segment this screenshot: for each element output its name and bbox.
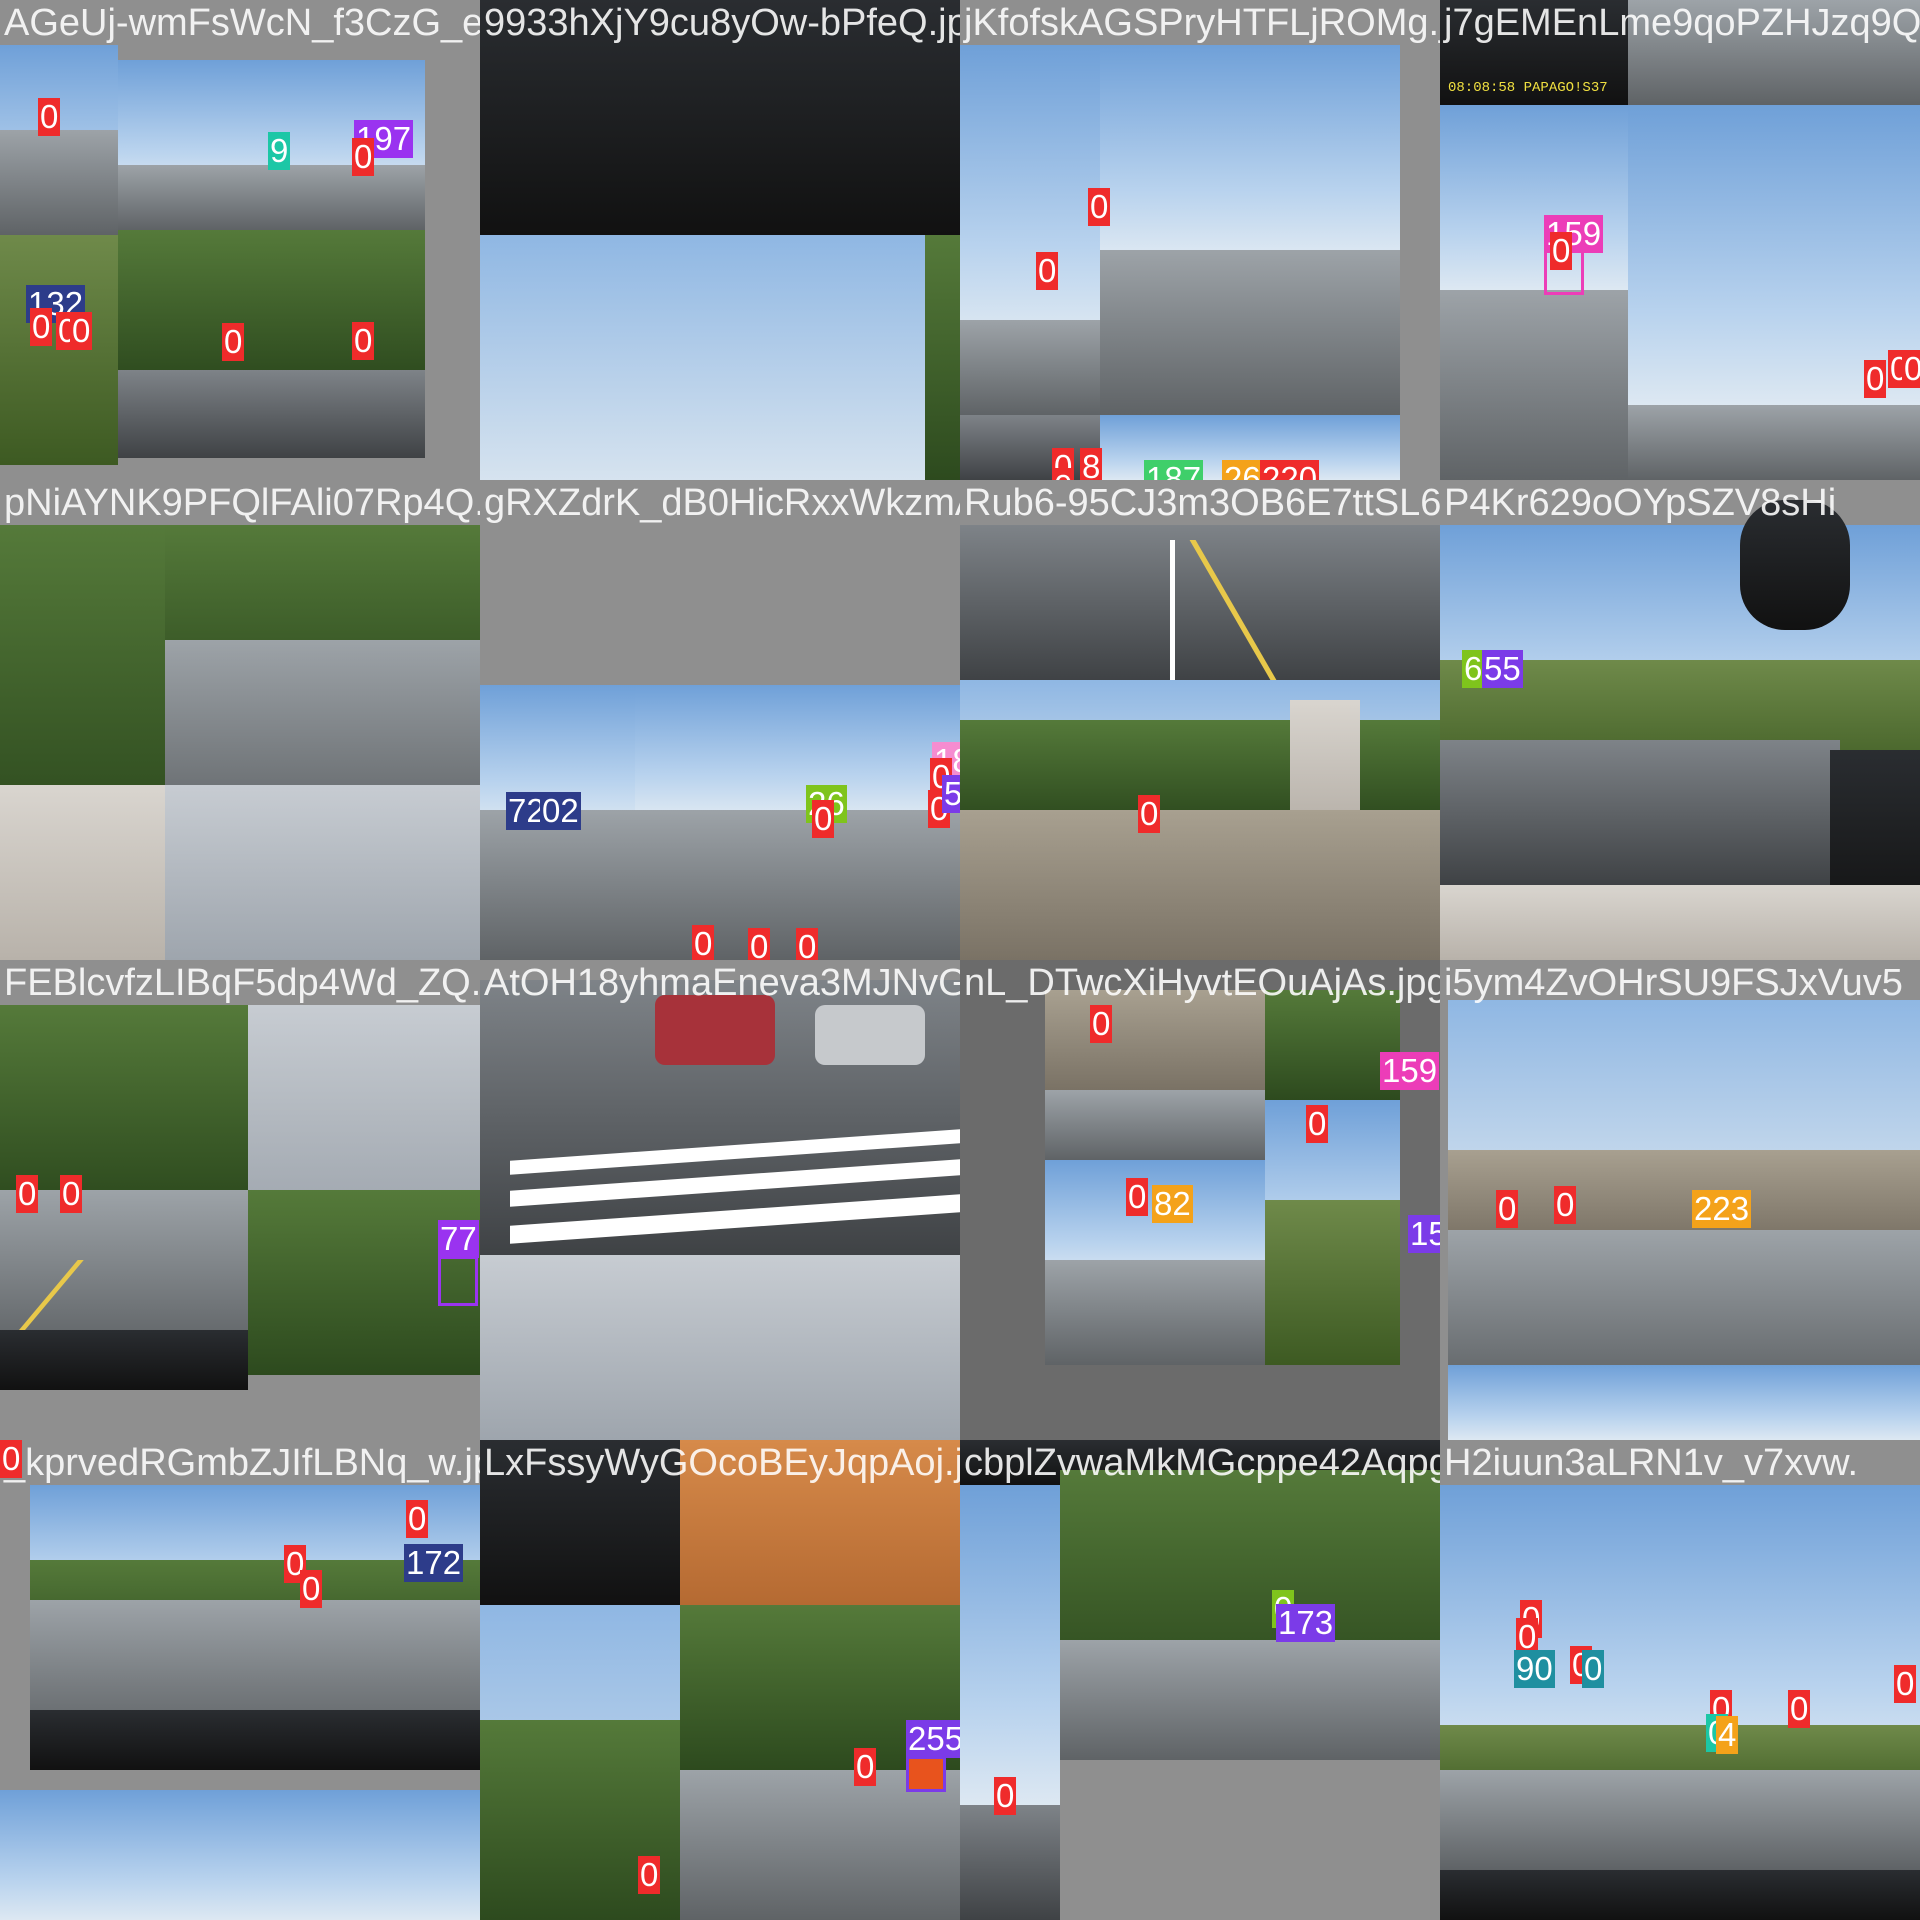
detection-label: 0 — [1788, 1690, 1811, 1728]
tile-title: H2iuun3aLRN1v_v7xvw. — [1444, 1442, 1859, 1484]
tile-8: P4Kr629oOYpSZV8sHi 6 55 — [1440, 480, 1920, 960]
tile-13: _kprvedRGmbZJIfLBNq_w.jpg 0 0 0 0 172 — [0, 1440, 480, 1920]
detection-label: 0 — [1894, 1665, 1917, 1703]
tile-title: gRXZdrK_dB0HicRxxWkzmA.jpg — [484, 482, 960, 524]
detection-label: 187 — [1144, 460, 1204, 480]
detection-label: 0 — [1126, 1178, 1149, 1216]
detection-label: 0 — [1496, 1190, 1519, 1228]
detection-label: 72 — [506, 792, 547, 830]
detection-label: 0 — [1088, 188, 1111, 226]
detection-label: 0 — [1052, 468, 1075, 480]
detection-label: 159 — [1380, 1052, 1440, 1090]
tile-11: nL_DTwcXiHyvtEOuAjAs.jpg 0 159 0 0 82 15 — [960, 960, 1440, 1440]
detection-label: 0 — [30, 308, 53, 346]
detection-label: 0 — [406, 1500, 429, 1538]
tile-title: jKfofskAGSPryHTFLjROMg.jpg — [964, 2, 1440, 44]
detection-label: 0 — [0, 1440, 23, 1478]
tile-16: H2iuun3aLRN1v_v7xvw. 0 0 90 0 0 0 0 0 0 … — [1440, 1440, 1920, 1920]
detection-label: 0 — [1582, 1650, 1605, 1688]
detection-label: 77 — [438, 1220, 479, 1258]
detection-label: 4 — [1716, 1716, 1739, 1754]
detection-label: 0 — [38, 98, 61, 136]
tile-title: FEBlcvfzLIBqF5dp4Wd_ZQ.jpg — [4, 962, 480, 1004]
detection-label: 0 — [352, 322, 375, 360]
detection-label: 90 — [1514, 1650, 1555, 1688]
tile-7: Rub6-95CJ3m3OB6E7ttSL6w.jpg 0 — [960, 480, 1440, 960]
detection-box — [438, 1256, 478, 1306]
detection-label: 0 — [1090, 1005, 1113, 1043]
tile-5: pNiAYNK9PFQlFAli07Rp4Q.jpg — [0, 480, 480, 960]
detection-label: 223 — [1692, 1190, 1752, 1228]
detection-label: 0 — [854, 1748, 877, 1786]
detection-label: 172 — [404, 1544, 464, 1582]
tile-title: _kprvedRGmbZJIfLBNq_w.jpg — [4, 1442, 480, 1484]
detection-label: 0 — [60, 1175, 83, 1213]
detection-label: 0 — [638, 1856, 661, 1894]
detection-label: 02 — [540, 792, 581, 830]
tile-3: jKfofskAGSPryHTFLjROMg.jpg 0 0 187 26 22… — [960, 0, 1440, 480]
detection-label: 0 — [1306, 1105, 1329, 1143]
tile-title: pNiAYNK9PFQlFAli07Rp4Q.jpg — [4, 482, 480, 524]
detection-label: 0 — [1138, 795, 1161, 833]
detection-label: 5 — [942, 775, 960, 813]
detection-label: 8 — [1080, 448, 1103, 480]
detection-label: 26 — [1222, 460, 1263, 480]
tile-9: FEBlcvfzLIBqF5dp4Wd_ZQ.jpg 0 0 77 — [0, 960, 480, 1440]
detection-label: 0 — [748, 928, 771, 960]
detection-label: 0 — [222, 323, 245, 361]
detection-box — [906, 1756, 946, 1792]
detection-label: 15 — [1408, 1215, 1440, 1253]
detection-label: 0 — [1516, 1618, 1539, 1656]
detection-label: 0 — [692, 925, 715, 960]
detection-label: 6 — [1462, 650, 1485, 688]
detection-label: 159 — [1544, 215, 1604, 253]
detection-label: 173 — [1276, 1604, 1336, 1642]
detection-label: 0 — [1550, 232, 1573, 270]
detection-label: 0 — [70, 312, 93, 350]
detection-label: 0 — [1554, 1186, 1577, 1224]
tile-6: gRXZdrK_dB0HicRxxWkzmA.jpg 72 02 26 0 18… — [480, 480, 960, 960]
detection-label: 0 — [994, 1777, 1017, 1815]
tile-2: 9933hXjY9cu8yOw-bPfeQ.jpg — [480, 0, 960, 480]
tile-1: AGeUj-wmFsWcN_f3CzG_eAR.jpg 0 9 197 0 13… — [0, 0, 480, 480]
tile-12: i5ym4ZvOHrSU9FSJxVuv5 0 0 223 — [1440, 960, 1920, 1440]
tile-title: Rub6-95CJ3m3OB6E7ttSL6w.jpg — [964, 482, 1440, 524]
detection-label: 0 — [796, 928, 819, 960]
detection-label: 0 — [1902, 350, 1920, 388]
detection-label: 9 — [268, 132, 291, 170]
tile-10: AtOH18yhmaEneva3MJNvGw74.jpg — [480, 960, 960, 1440]
detection-label: 82 — [1152, 1185, 1193, 1223]
detection-label: 55 — [1482, 650, 1523, 688]
detection-label: 220 — [1260, 460, 1320, 480]
detection-label: 0 — [812, 800, 835, 838]
tile-15: cbplZvwaMkMGcppe42Aqpg 0 173 0 — [960, 1440, 1440, 1920]
tile-title: AGeUj-wmFsWcN_f3CzG_eAR.jpg — [4, 2, 480, 44]
detection-label: 255 — [906, 1720, 960, 1758]
detection-label: 0 — [16, 1175, 39, 1213]
detection-label: 0 — [1864, 360, 1887, 398]
tile-14: LxFssyWyGOcoBEyJqpAoj.jpg 0 255 0 — [480, 1440, 960, 1920]
detection-label: 0 — [352, 138, 375, 176]
detection-label: 0 — [300, 1570, 323, 1608]
detection-label: 0 — [1036, 252, 1059, 290]
tile-4: j7gEMEnLme9qoPZHJzq9Q.jpg 08:08:58 PAPAG… — [1440, 0, 1920, 480]
dashcam-timestamp: 08:08:58 PAPAGO!S37 — [1448, 80, 1608, 96]
